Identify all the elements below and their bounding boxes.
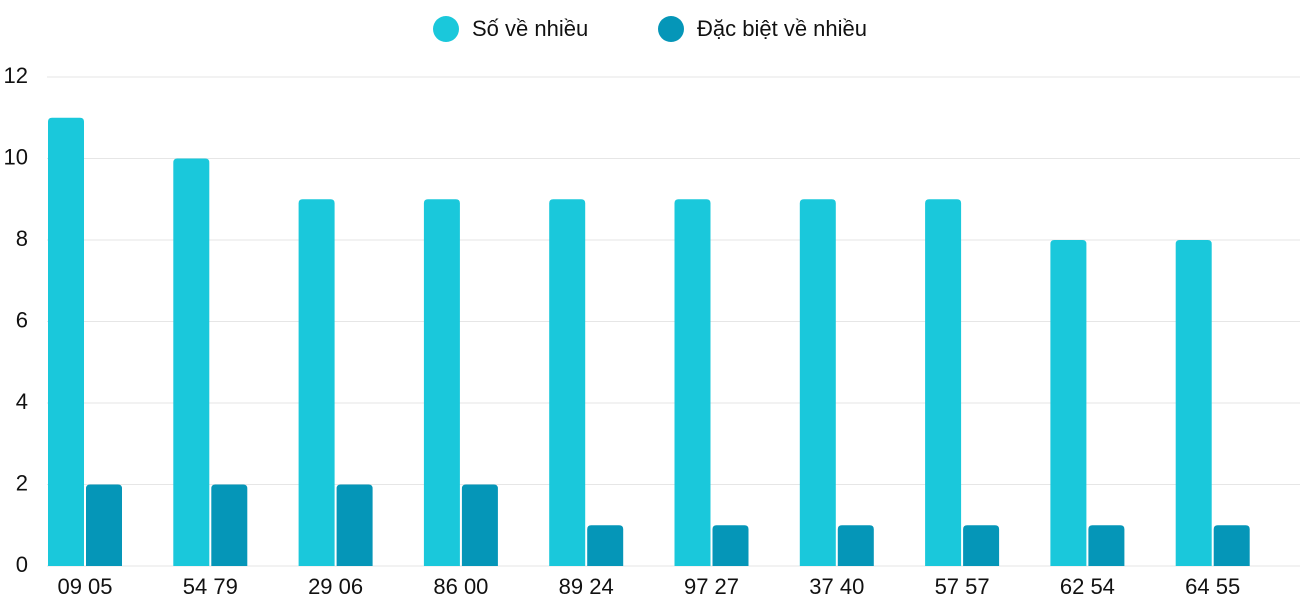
x-tick-label: 09 05 [57, 574, 112, 599]
x-tick-label: 97 27 [684, 574, 739, 599]
bar [963, 525, 1000, 566]
bar [336, 484, 373, 566]
legend-marker [433, 16, 459, 42]
bar [1050, 240, 1087, 566]
x-tick-label: 54 79 [183, 574, 238, 599]
legend-marker [658, 16, 684, 42]
y-tick-label: 10 [4, 144, 28, 169]
y-tick-label: 6 [16, 307, 28, 332]
bar [1213, 525, 1250, 566]
legend-label: Số về nhiều [472, 16, 588, 41]
y-tick-label: 4 [16, 389, 28, 414]
bar [1088, 525, 1125, 566]
bar [587, 525, 624, 566]
bar [549, 199, 586, 566]
x-tick-label: 29 06 [308, 574, 363, 599]
y-tick-label: 2 [16, 470, 28, 495]
bar [211, 484, 248, 566]
legend-label: Đặc biệt về nhiều [697, 16, 867, 41]
bar [86, 484, 122, 566]
y-tick-label: 0 [16, 552, 28, 577]
bar [461, 484, 498, 566]
y-tick-label: 12 [4, 63, 28, 88]
x-tick-label: 57 57 [935, 574, 990, 599]
bar [423, 199, 460, 566]
bar [298, 199, 335, 566]
bar [712, 525, 749, 566]
y-tick-label: 8 [16, 226, 28, 251]
bar [799, 199, 836, 566]
x-tick-label: 86 00 [433, 574, 488, 599]
bar [674, 199, 711, 566]
x-tick-label: 64 55 [1185, 574, 1240, 599]
x-tick-label: 89 24 [559, 574, 614, 599]
bar [1175, 240, 1212, 566]
bar [925, 199, 962, 566]
bar [837, 525, 874, 566]
bar [48, 117, 84, 566]
bar [173, 158, 210, 566]
x-tick-label: 62 54 [1060, 574, 1115, 599]
x-tick-label: 37 40 [809, 574, 864, 599]
